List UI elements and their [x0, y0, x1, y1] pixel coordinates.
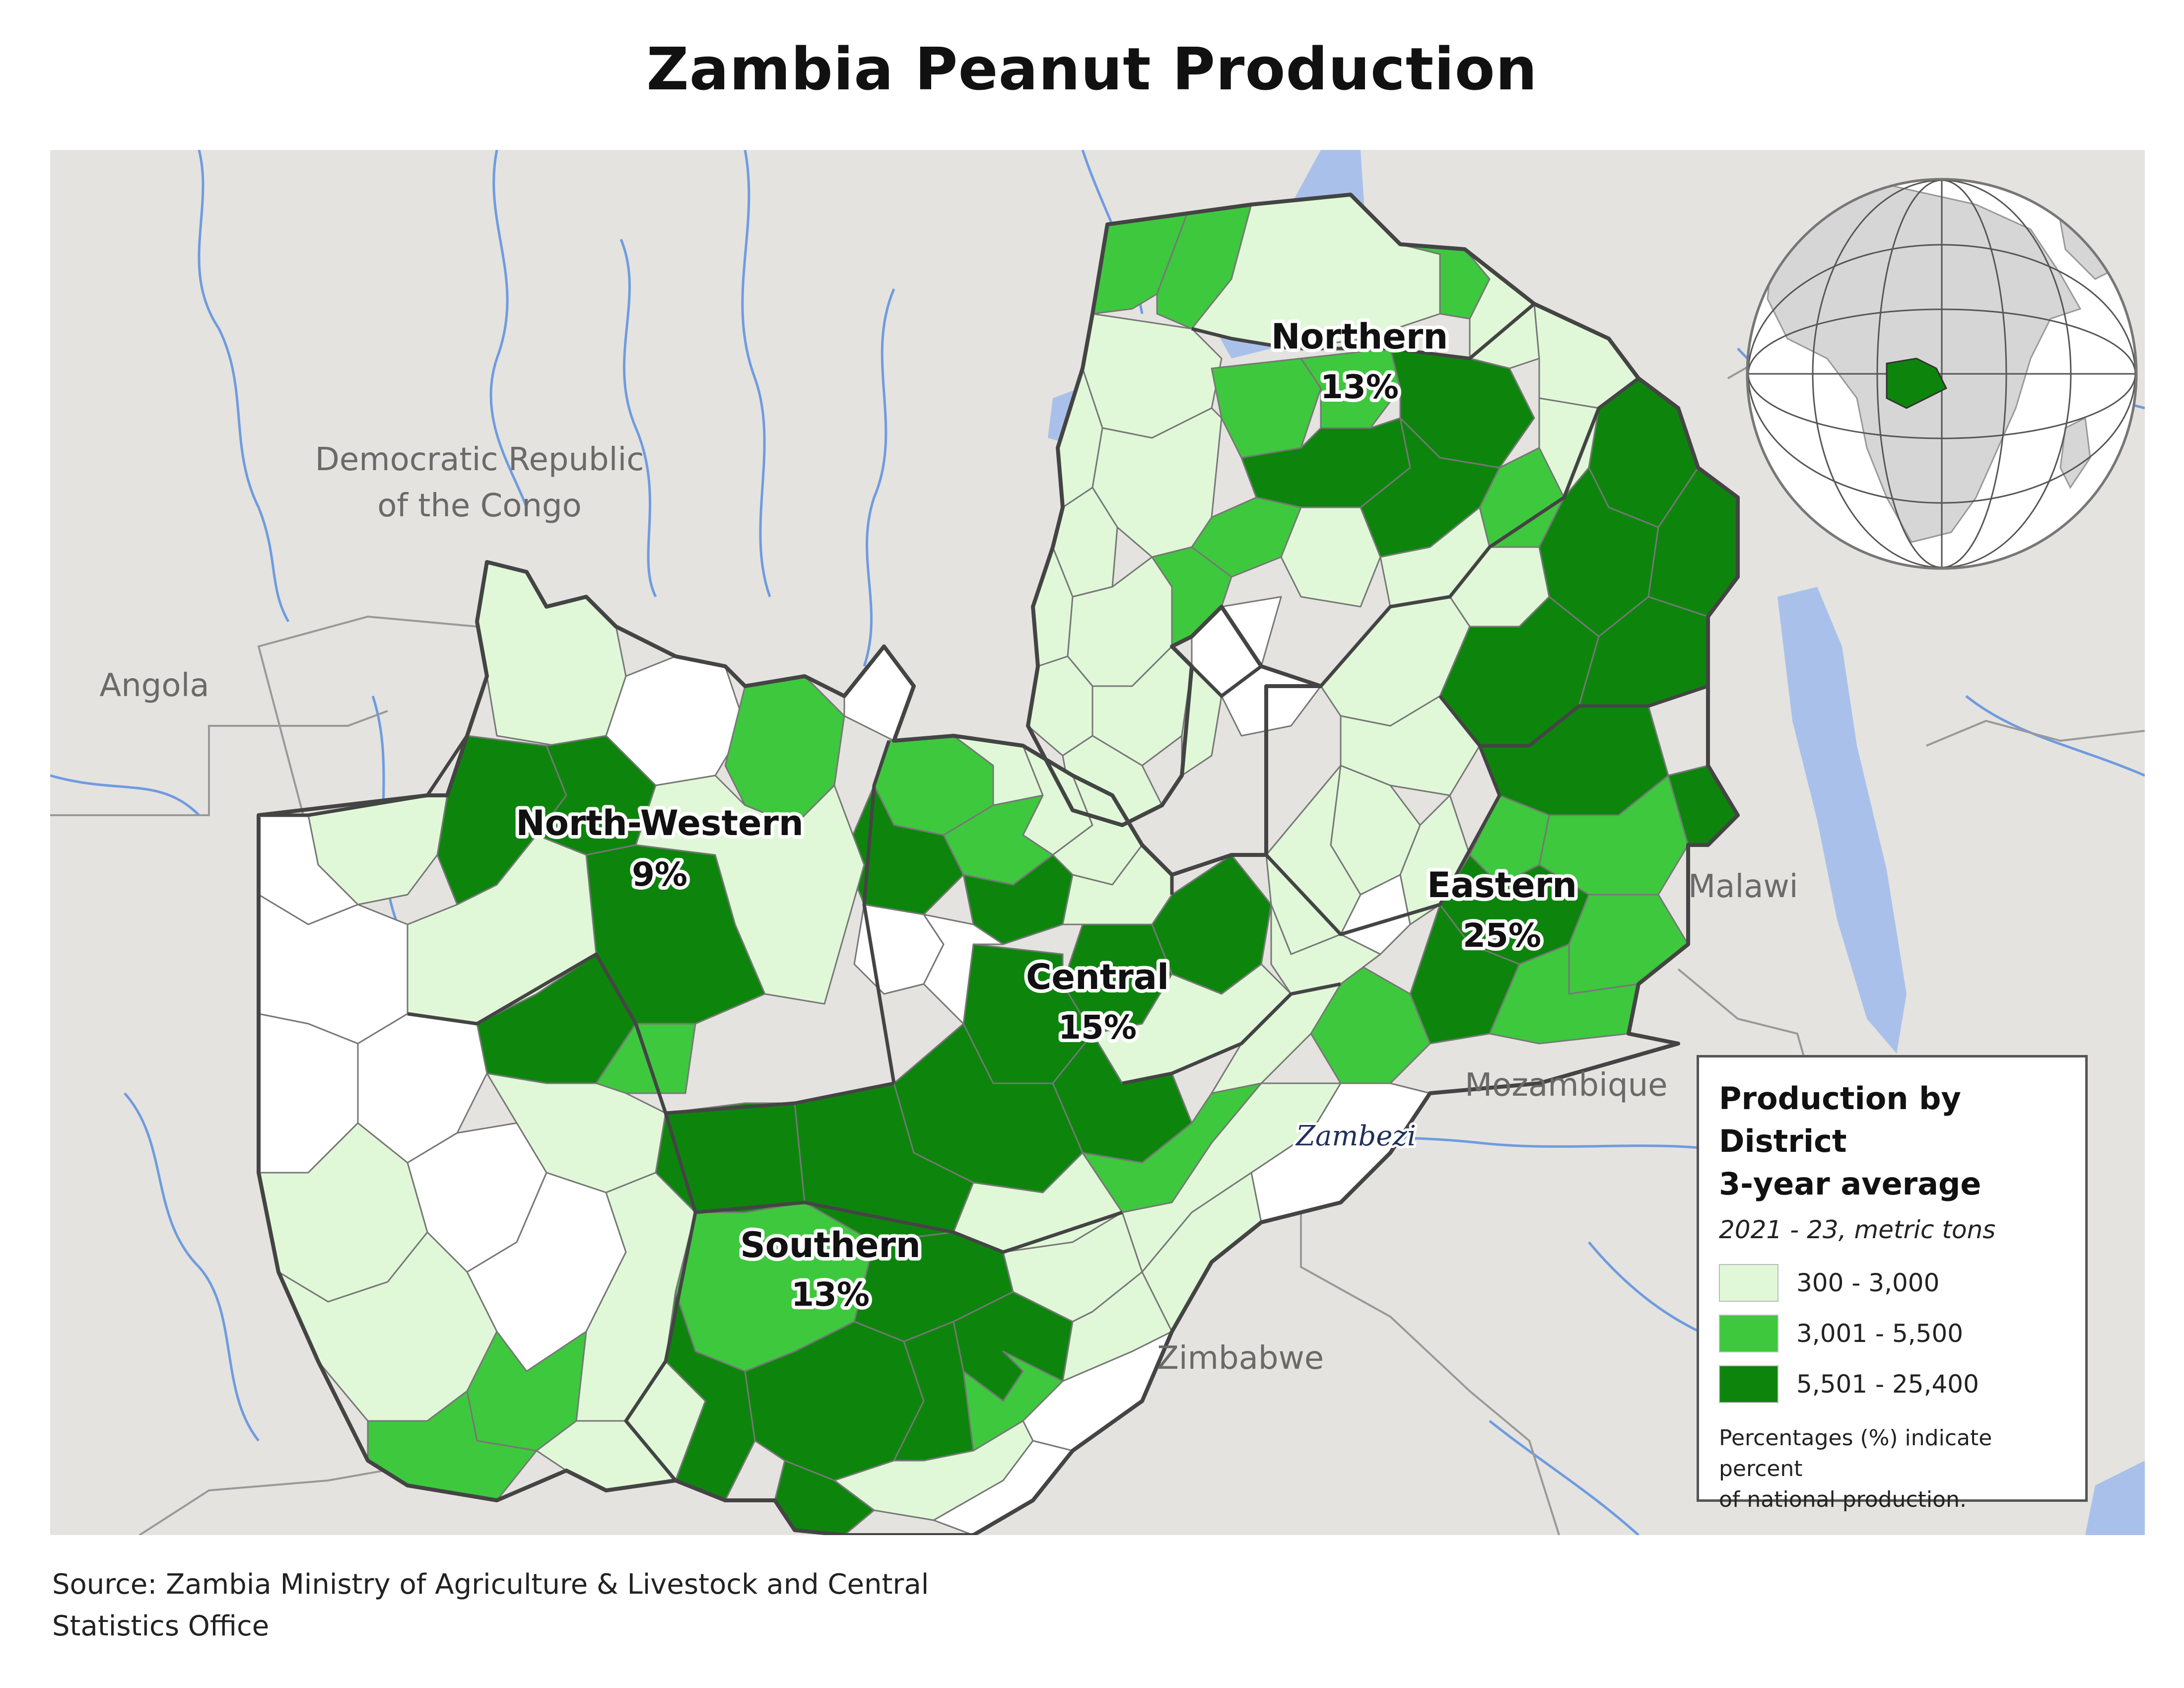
country-label-angola: Angola: [99, 667, 209, 704]
legend-panel: Production by District 3-year average 20…: [1697, 1055, 2088, 1512]
legend-label-mid: 3,001 - 5,500: [1796, 1319, 1964, 1348]
source-note: Source: Zambia Ministry of Agriculture &…: [52, 1564, 1144, 1647]
district: [1280, 506, 1381, 608]
province-name-southern[interactable]: Southern: [737, 1221, 924, 1269]
globe-madagascar: [2059, 417, 2091, 489]
legend-title: Production by District 3-year average: [1719, 1077, 2065, 1205]
country-label-drc-line2: of the Congo: [377, 488, 582, 524]
district: [1270, 904, 1381, 995]
legend-item-low: 300 - 3,000: [1719, 1264, 2065, 1302]
province-name-northern[interactable]: Northern: [1268, 313, 1451, 360]
province-percent-north-western: 9%: [632, 855, 687, 894]
indian-ocean-corner: [2085, 1461, 2145, 1535]
province-name-north-western[interactable]: North-Western: [512, 799, 807, 847]
province-name-eastern[interactable]: Eastern: [1424, 861, 1580, 909]
province-boundaries: [259, 302, 1709, 1482]
province-percent-eastern: 25%: [1463, 916, 1541, 955]
river-label-zambezi: Zambezi: [1295, 1120, 1416, 1152]
legend-item-mid: 3,001 - 5,500: [1719, 1315, 2065, 1352]
country-label-zimbabwe: Zimbabwe: [1157, 1340, 1324, 1377]
province-percent-central: 15%: [1058, 1008, 1137, 1047]
legend-title-line1: Production by District: [1719, 1080, 1961, 1159]
globe-zambia: [1886, 357, 1948, 409]
legend-label-high: 5,501 - 25,400: [1796, 1370, 1979, 1399]
legend-title-line2: 3-year average: [1719, 1166, 1981, 1202]
legend-swatch-high: [1719, 1365, 1778, 1403]
map-title: Zambia Peanut Production: [646, 35, 1538, 103]
province-name-central[interactable]: Central: [1023, 953, 1172, 1001]
country-label-mozambique: Mozambique: [1465, 1067, 1668, 1104]
country-label-drc: Democratic Republic: [315, 441, 644, 478]
legend-classes: 300 - 3,000 3,001 - 5,500 5,501 - 25,400: [1719, 1264, 2065, 1403]
legend-note-line1: Percentages (%) indicate percent: [1719, 1425, 1992, 1481]
district: [635, 774, 865, 1005]
country-label-malawi: Malawi: [1688, 868, 1798, 905]
source-line1: Source: Zambia Ministry of Agriculture &…: [52, 1568, 929, 1601]
province-percent-northern: 13%: [1320, 368, 1399, 406]
lake-malawi: [1777, 587, 1907, 1054]
legend-label-low: 300 - 3,000: [1796, 1268, 1940, 1297]
province-percent-southern: 13%: [791, 1275, 870, 1314]
legend-item-high: 5,501 - 25,400: [1719, 1365, 2065, 1403]
legend-note-line2: of national production.: [1719, 1487, 1967, 1512]
district: [923, 914, 1004, 1025]
legend-note: Percentages (%) indicate percent of nati…: [1719, 1423, 2065, 1515]
map-canvas[interactable]: Democratic Republic of the Congo Angola …: [50, 150, 2145, 1535]
legend-subtitle: 2021 - 23, metric tons: [1719, 1215, 1996, 1244]
district: [833, 1420, 1034, 1521]
legend-swatch-low: [1719, 1264, 1778, 1302]
legend-swatch-mid: [1719, 1315, 1778, 1352]
source-line2: Statistics Office: [52, 1610, 270, 1642]
map-panel[interactable]: Democratic Republic of the Congo Angola …: [50, 150, 2145, 1535]
